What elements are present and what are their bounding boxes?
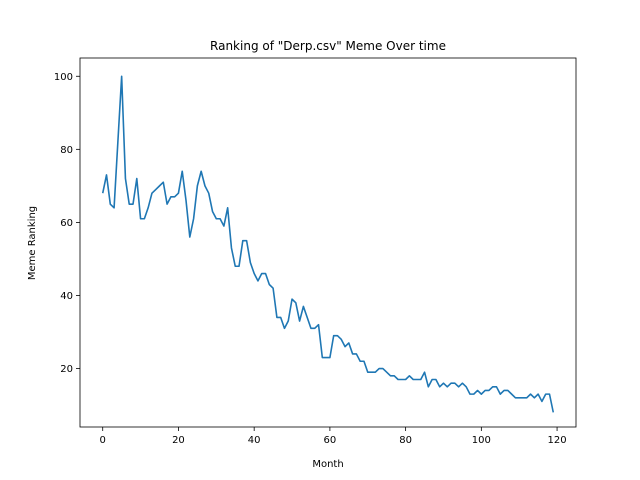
x-tick-label: 0	[100, 435, 106, 446]
y-tick-label: 20	[60, 364, 73, 375]
chart-title: Ranking of "Derp.csv" Meme Over time	[210, 39, 446, 53]
x-tick-label: 80	[399, 435, 412, 446]
x-tick-label: 60	[324, 435, 337, 446]
y-tick-label: 100	[54, 72, 73, 83]
x-tick-label: 20	[172, 435, 185, 446]
y-axis-ticks: 20 40 60 80 100	[54, 72, 80, 375]
plot-frame	[79, 57, 577, 428]
y-tick-label: 40	[60, 291, 73, 302]
series-line-0	[101, 75, 555, 413]
x-tick-label: 40	[248, 435, 261, 446]
x-tick-label: 100	[472, 435, 491, 446]
y-axis-label: Meme Ranking	[27, 206, 38, 280]
plot-area	[101, 75, 555, 413]
x-axis-ticks: 0 20 40 60 80 100 120	[100, 427, 567, 446]
x-tick-label: 120	[548, 435, 567, 446]
x-axis-label: Month	[312, 459, 343, 470]
y-tick-label: 80	[60, 145, 73, 156]
y-tick-label: 60	[60, 218, 73, 229]
